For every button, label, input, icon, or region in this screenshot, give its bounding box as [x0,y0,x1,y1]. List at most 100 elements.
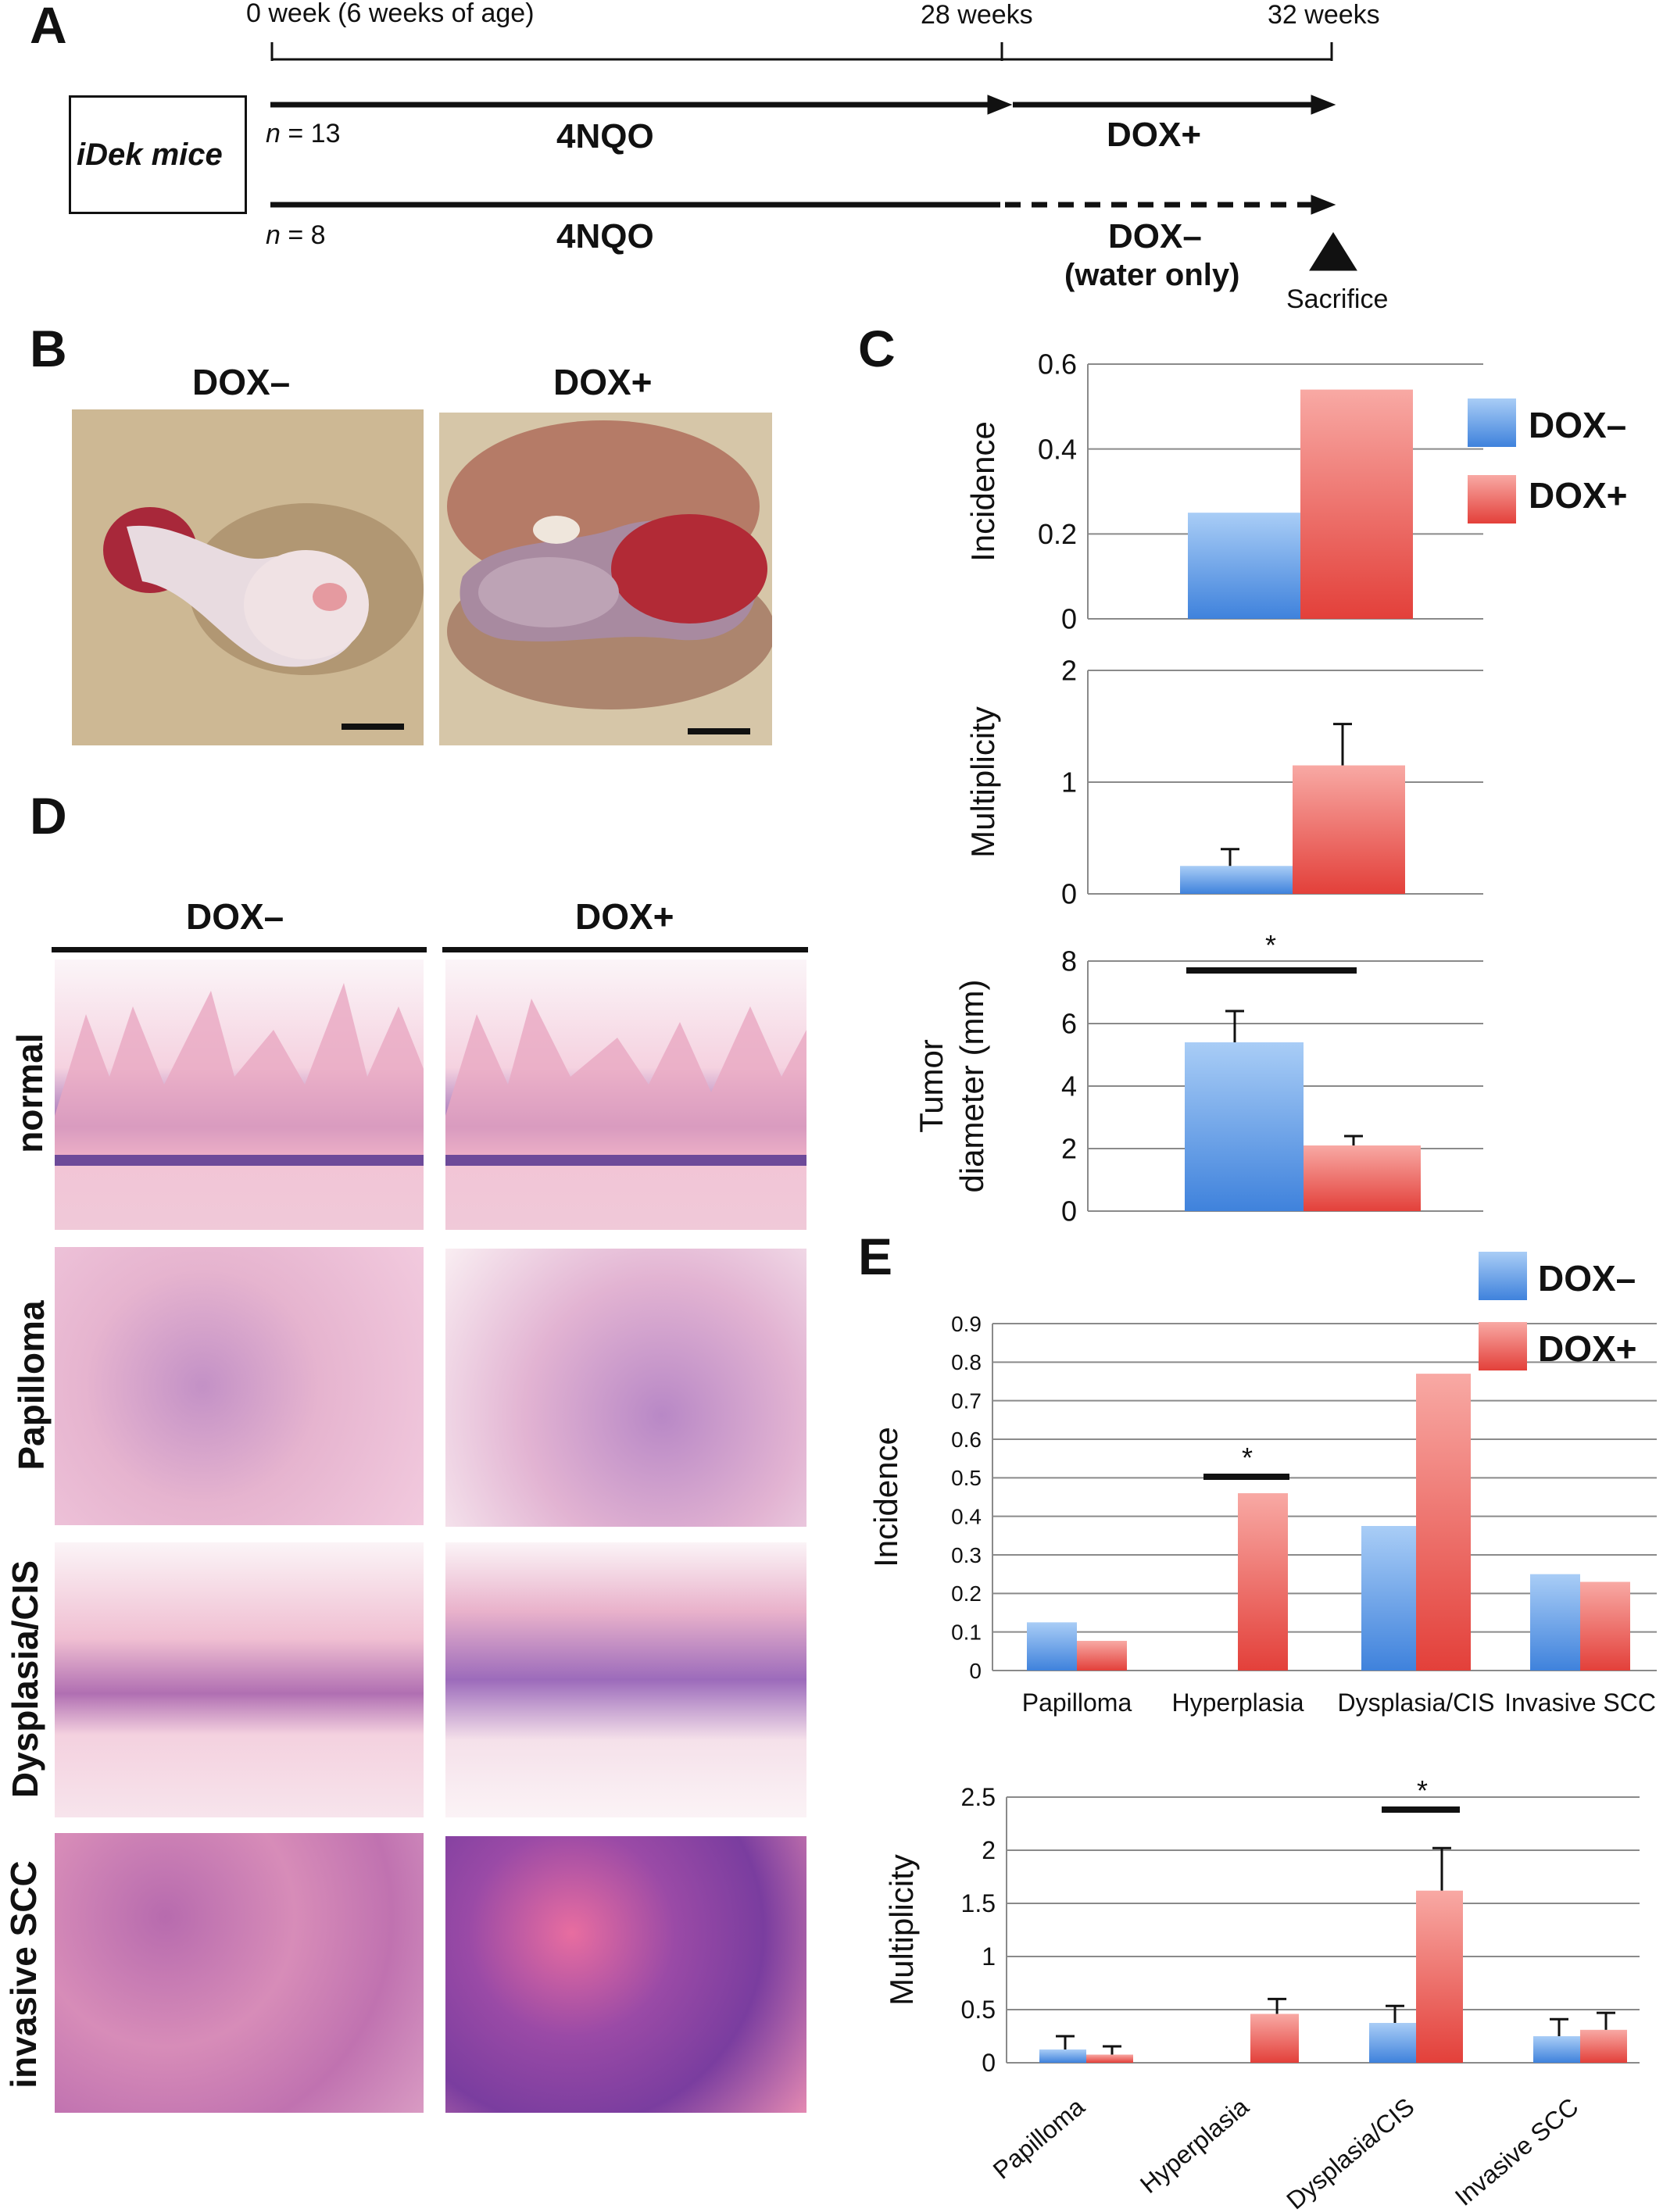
c_multiplicity-ylabel: Multiplicity [964,706,1001,858]
tumor-photo-dox-plus [439,413,772,745]
c_incidence-tick-label: 0.2 [1038,518,1077,550]
legend-e-swatch-dox-minus [1479,1252,1527,1300]
e_multiplicity-bar-dox-minus [1039,2049,1086,2063]
e_multiplicity-tick-label: 2.5 [961,1783,996,1811]
e_incidence-tick-label: 0 [969,1659,982,1683]
c_diameter-tick-label: 6 [1061,1008,1077,1040]
e_multiplicity-tick-label: 1 [982,1942,996,1971]
legend-c-label-dox-plus: DOX+ [1529,475,1628,516]
e_incidence-bar-dox-minus [1361,1526,1416,1671]
histology-col-dox-plus: DOX+ [575,896,674,937]
charts: 0 0.2 0.4 0.6 Incidence 0 1 2 Multiplicity 0 2 4 6 8 T… [867,348,1657,2212]
c_multiplicity-bar-dox-minus [1180,866,1293,894]
e_incidence-bar-dox-plus [1580,1581,1630,1671]
e_multiplicity-category-label: Hyperplasia [1135,2092,1254,2199]
e_incidence-significance-star: * [1242,1442,1253,1474]
histology-dysplasia-dox-minus [55,1542,424,1817]
c_diameter-tick-label: 2 [1061,1133,1077,1165]
c_diameter-tick-label: 0 [1061,1195,1077,1227]
e_incidence-tick-label: 0.1 [951,1620,982,1644]
e_incidence-tick-label: 0.7 [951,1388,982,1413]
timeline-start-label: 0 week (6 weeks of age) [246,0,535,28]
group2-water-only: (water only) [1064,258,1240,292]
scale-bar [688,728,750,734]
e_multiplicity-bar-dox-minus [1369,2023,1416,2063]
c_diameter-ylabel-line2: diameter (mm) [953,979,990,1192]
e_incidence-bar-dox-plus [1238,1493,1288,1671]
c_incidence-bar-dox-plus [1300,389,1413,619]
group1-n: n = 13 [266,119,341,148]
c_diameter-ylabel-line1: Tumor [913,1039,950,1133]
tumor-photo-dox-minus [72,409,424,745]
histology-normal-dox-plus [445,959,806,1230]
c_incidence-tick-label: 0 [1061,603,1077,635]
timeline-28-label: 28 weeks [921,0,1033,30]
panel-label-e: E [858,1227,893,1285]
sacrifice-marker-icon [1309,232,1357,271]
c_diameter-tick-label: 4 [1061,1070,1077,1102]
histology-col-dox-minus: DOX– [186,896,284,937]
legend-c-swatch-dox-minus [1468,398,1516,447]
sacrifice-label: Sacrifice [1286,284,1389,314]
e_incidence-tick-label: 0.5 [951,1466,982,1490]
e_incidence-tick-label: 0.9 [951,1312,982,1336]
e_incidence-tick-label: 0.3 [951,1543,982,1567]
legend-e-swatch-dox-plus [1479,1322,1527,1370]
e_multiplicity-bar-dox-plus [1250,2014,1299,2063]
legend-c-label-dox-minus: DOX– [1529,405,1626,445]
c_diameter-significance-star: * [1265,929,1276,961]
histology-col-rule-right [442,947,808,952]
c_incidence-tick-label: 0.4 [1038,433,1077,465]
photo-right-title: DOX+ [553,362,653,402]
histology-col-rule-left [52,947,427,952]
c_multiplicity-tick-label: 1 [1061,767,1077,799]
c_diameter-tick-label: 8 [1061,945,1077,977]
e_multiplicity-tick-label: 2 [982,1836,996,1864]
e_multiplicity-ylabel: Multiplicity [883,1854,920,2006]
e_incidence-bar-dox-minus [1530,1574,1580,1671]
e_incidence-category-label: Hyperplasia [1172,1688,1304,1717]
legend-e-label-dox-minus: DOX– [1538,1258,1636,1299]
c_multiplicity-tick-label: 0 [1061,878,1077,910]
c_incidence-tick-label: 0.6 [1038,348,1077,381]
mice-box [69,95,247,214]
histology-papilloma-dox-plus [445,1249,806,1527]
histology-invasive-scc-dox-plus [445,1836,806,2113]
legend-e-label-dox-plus: DOX+ [1538,1328,1637,1369]
histology-invasive-scc-dox-minus [55,1833,424,2113]
tumor-photo-dox-plus-drawing [447,420,772,709]
timeline-lines [270,42,1357,271]
e_incidence-bar-dox-minus [1027,1622,1077,1671]
panel-label-d: D [30,787,67,845]
histology-papilloma-dox-minus [55,1247,424,1525]
e_incidence-ylabel: Incidence [867,1427,904,1567]
e_incidence-tick-label: 0.2 [951,1581,982,1606]
panel-label-c: C [858,320,896,377]
c_incidence-ylabel: Incidence [964,421,1001,562]
timeline-32-label: 32 weeks [1268,0,1380,30]
e_multiplicity-bar-dox-plus [1416,1890,1463,2063]
c_incidence-bar-dox-minus [1188,513,1300,619]
e_multiplicity-tick-label: 0 [982,2049,996,2077]
legend-c-swatch-dox-plus [1468,475,1516,524]
e_multiplicity-tick-label: 1.5 [961,1889,996,1917]
e_incidence-tick-label: 0.6 [951,1428,982,1452]
group2-dox-minus: DOX– [1108,217,1202,256]
photo-left-title: DOX– [192,362,291,402]
c_multiplicity-tick-label: 2 [1061,655,1077,687]
panel-label-b: B [30,320,67,377]
group2-treatment: 4NQO [556,217,654,256]
mice-label: iDek mice [77,138,223,172]
e_multiplicity-bar-dox-plus [1086,2054,1133,2063]
e_incidence-tick-label: 0.4 [951,1504,982,1528]
e_incidence-category-label: Dysplasia/CIS [1338,1688,1495,1717]
c_multiplicity-bar-dox-plus [1293,765,1405,894]
c_diameter-bar-dox-minus [1185,1042,1304,1211]
e_multiplicity-significance-star: * [1417,1774,1428,1806]
e_incidence-category-label: Papilloma [1022,1688,1132,1717]
e_incidence-tick-label: 0.8 [951,1350,982,1374]
e_incidence-bar-dox-plus [1416,1374,1471,1671]
e_incidence-category-label: Invasive SCC [1504,1688,1656,1717]
histology-folds [55,983,424,1166]
histology-folds [445,999,806,1166]
